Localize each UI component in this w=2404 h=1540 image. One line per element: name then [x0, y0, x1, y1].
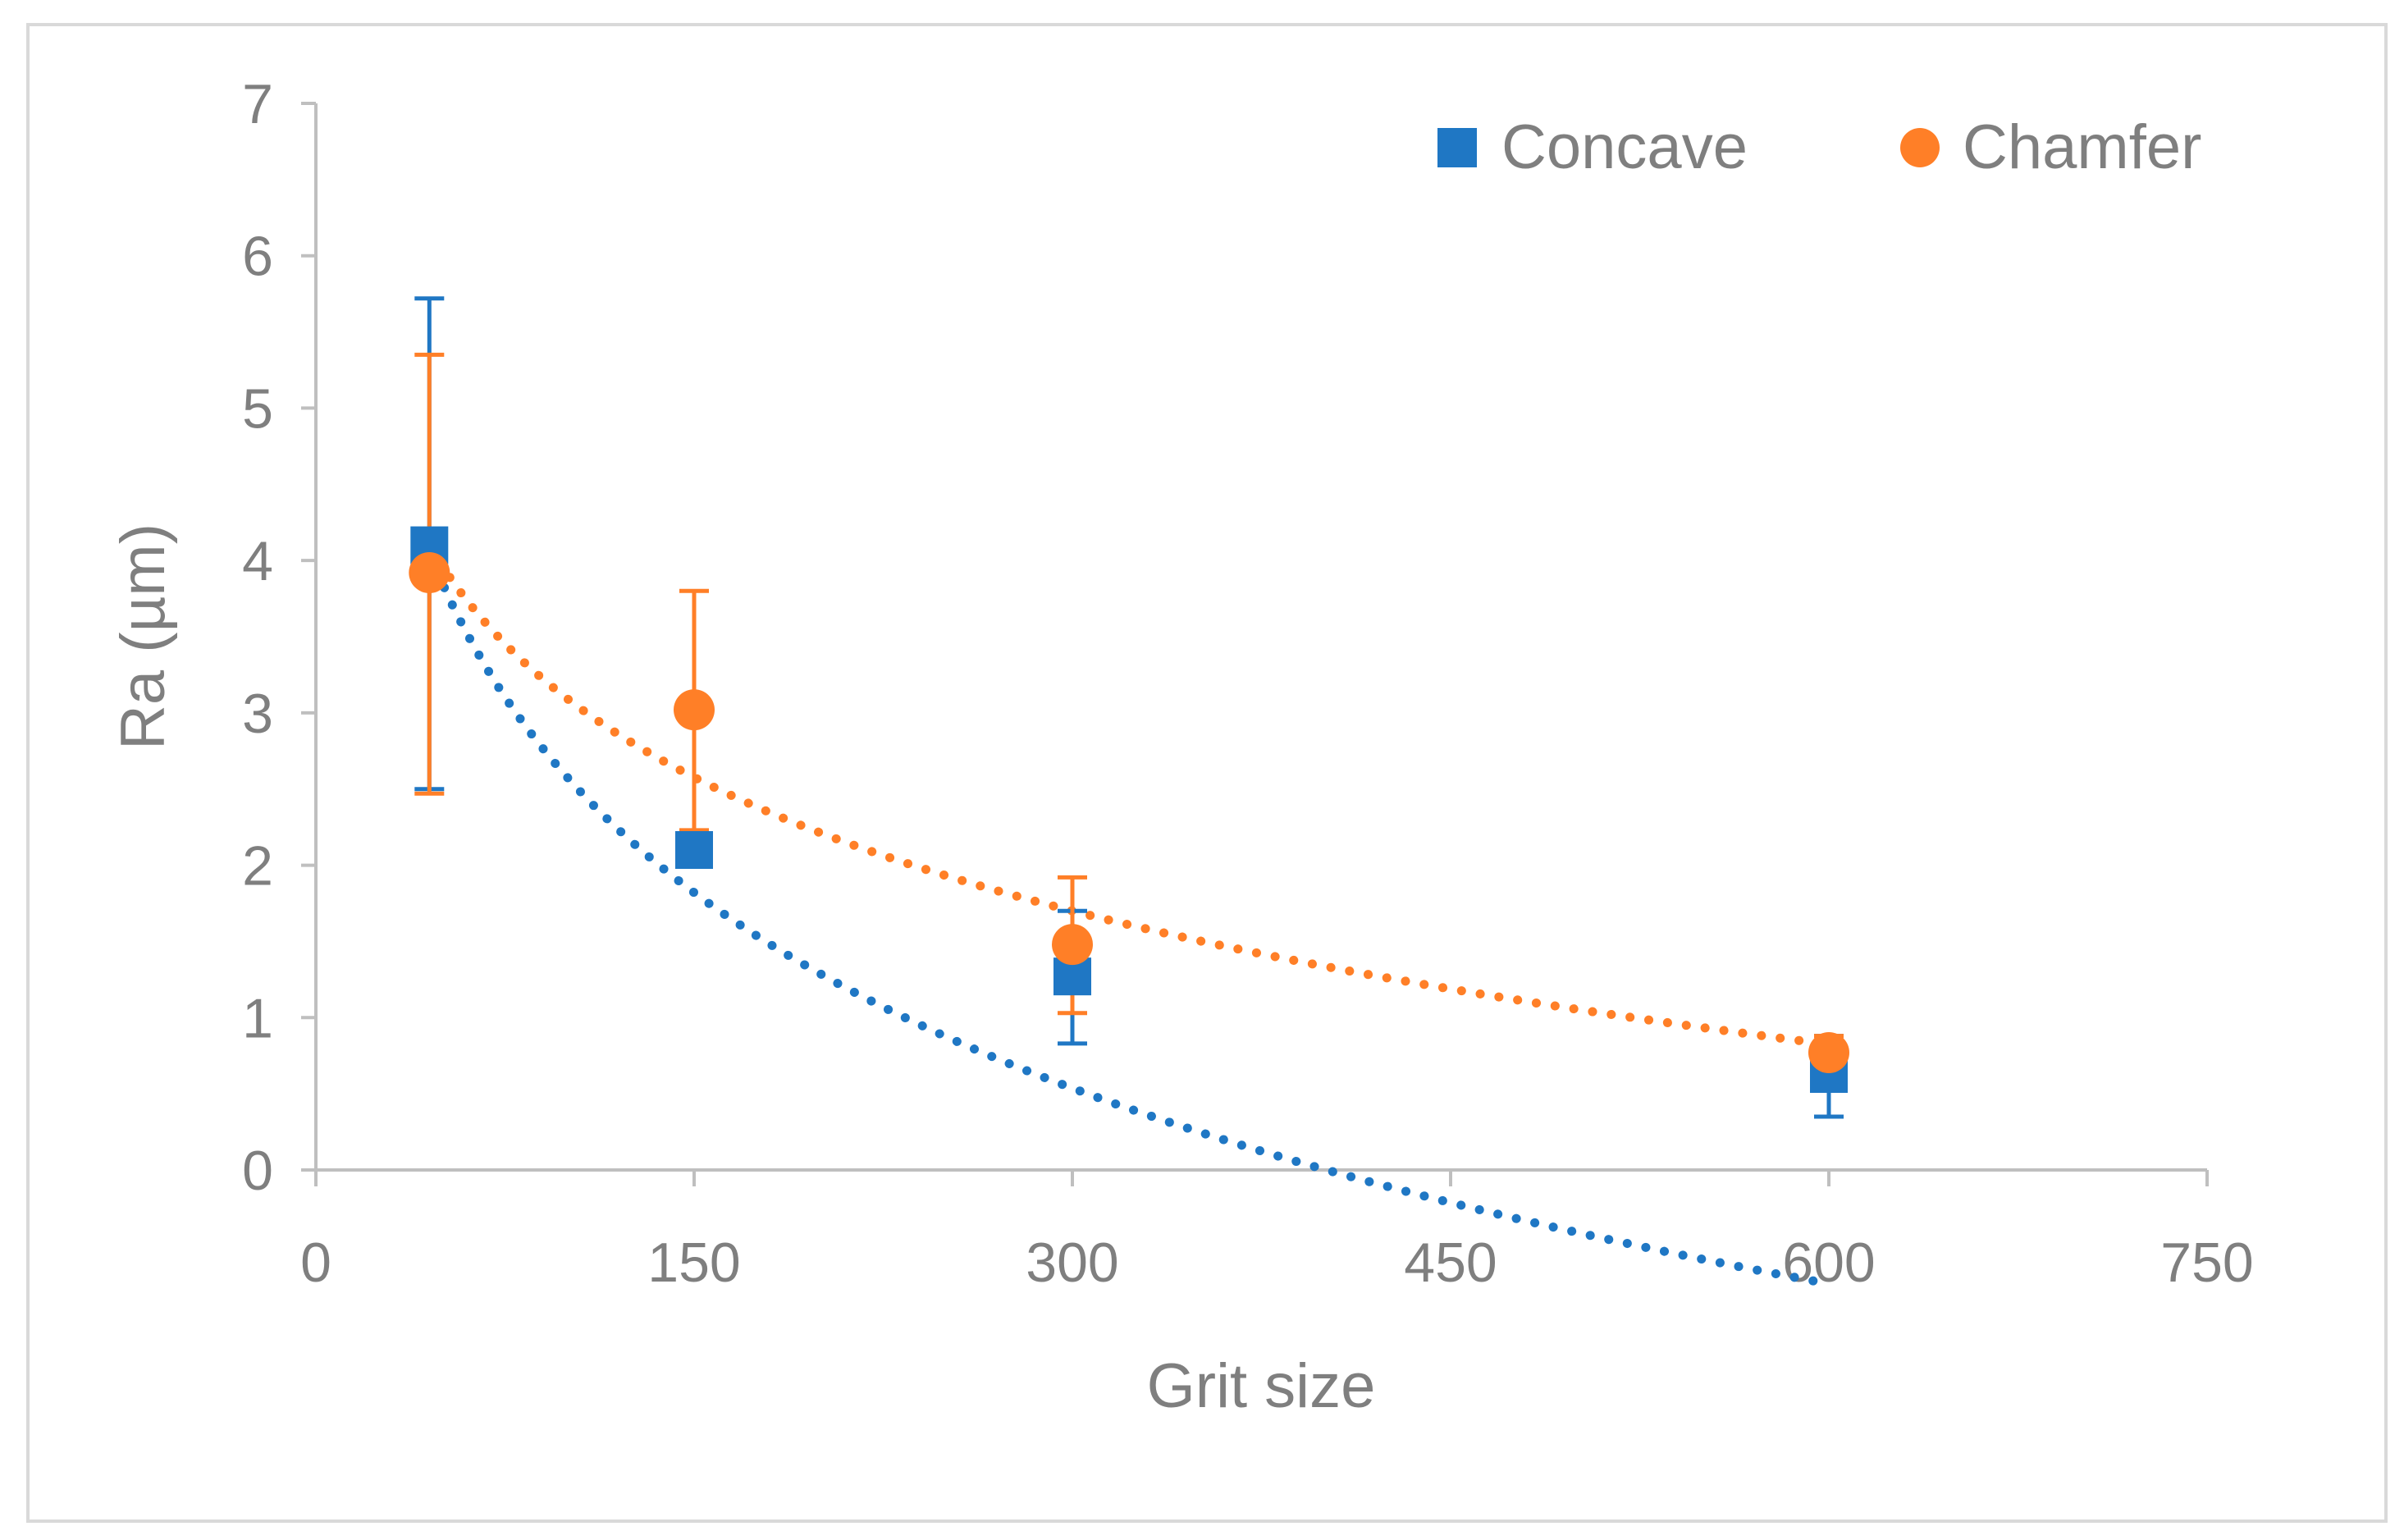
- data-point-chamfer: [409, 552, 450, 593]
- y-tick-label: 5: [242, 377, 273, 440]
- legend-label-concave: Concave: [1501, 112, 1748, 182]
- data-point-layer: [409, 526, 1849, 1093]
- y-tick-label: 3: [242, 683, 273, 745]
- y-tick-label: 6: [242, 226, 273, 288]
- legend: Concave Chamfer: [1437, 112, 2201, 182]
- x-tick-label: 450: [1404, 1232, 1497, 1294]
- x-tick-label: 0: [300, 1232, 331, 1294]
- legend-item-concave: Concave: [1437, 112, 1748, 182]
- y-tick-label: 2: [242, 835, 273, 898]
- legend-label-chamfer: Chamfer: [1963, 112, 2201, 182]
- x-tick-label: 150: [647, 1232, 740, 1294]
- y-axis-title: Ra (µm): [108, 523, 178, 750]
- y-tick-label: 0: [242, 1140, 273, 1202]
- legend-item-chamfer: Chamfer: [1900, 112, 2201, 182]
- data-point-concave: [675, 831, 713, 869]
- data-point-chamfer: [1808, 1032, 1849, 1073]
- data-point-chamfer: [674, 689, 715, 731]
- y-tick-label: 4: [242, 530, 273, 592]
- x-tick-label: 600: [1782, 1232, 1875, 1294]
- trendline-chamfer: [424, 541, 1834, 1049]
- data-point-chamfer: [1052, 924, 1093, 966]
- legend-marker-concave: [1437, 128, 1477, 167]
- trendline-concave: [424, 548, 1834, 1289]
- trendline-layer: [424, 541, 1834, 1289]
- y-tick-label: 1: [242, 987, 273, 1049]
- y-tick-label: 7: [242, 73, 273, 135]
- x-axis-title: Grit size: [1147, 1351, 1376, 1421]
- x-tick-label: 300: [1026, 1232, 1118, 1294]
- ticks-layer: 0 1 2 3 4 5 6 7 0 150 300 450 600 750: [242, 73, 2254, 1294]
- legend-marker-chamfer: [1900, 128, 1940, 167]
- x-tick-label: 750: [2160, 1232, 2253, 1294]
- axes-layer: [314, 103, 2207, 1172]
- chart-frame: [26, 23, 2388, 1523]
